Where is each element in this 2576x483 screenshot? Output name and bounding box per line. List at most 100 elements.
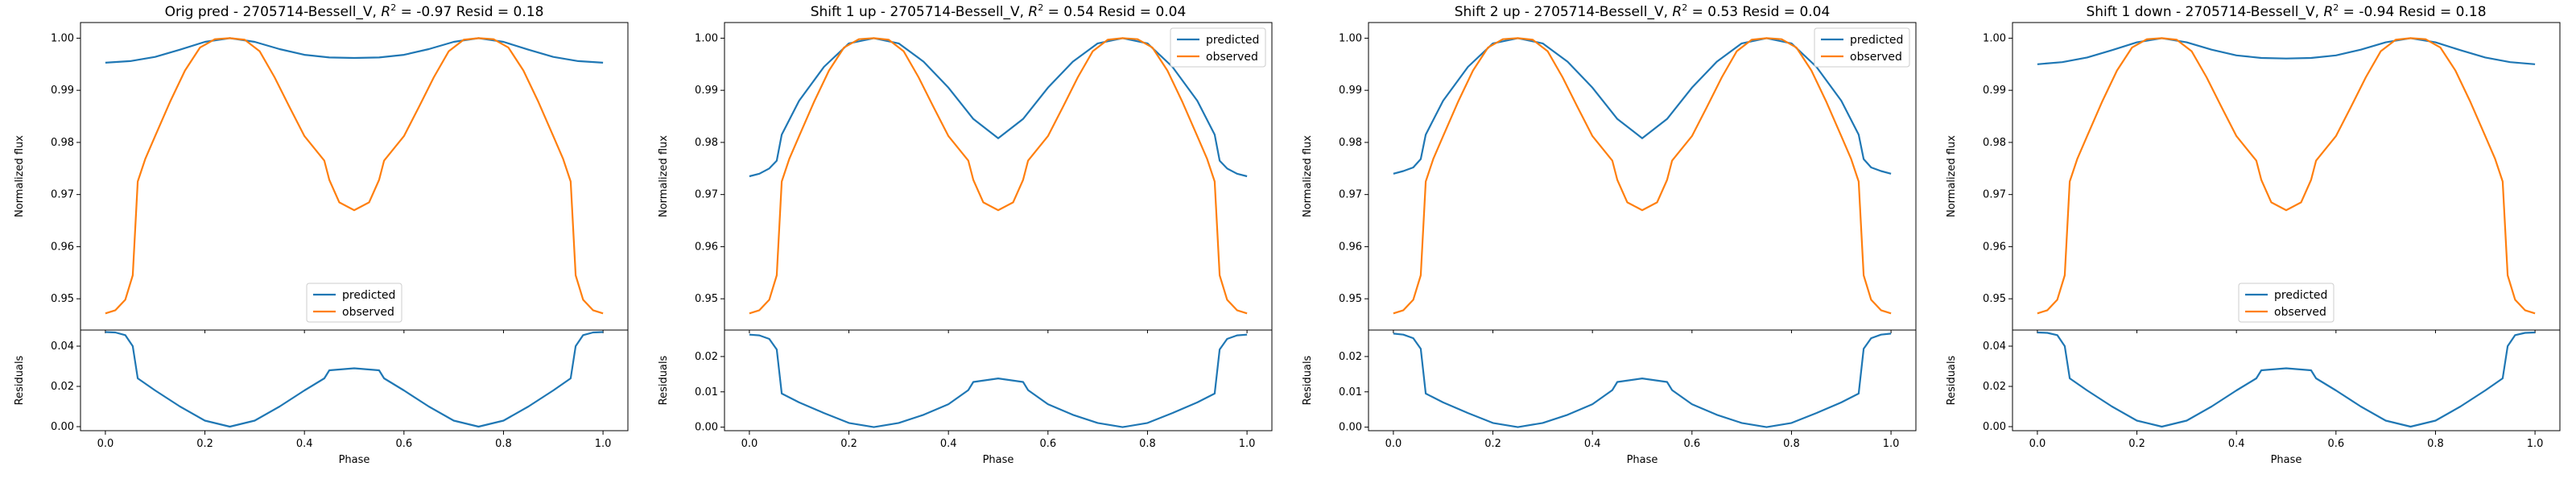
- y-tick-label: 0.97: [1983, 189, 2006, 201]
- x-tick-label: 0.2: [196, 438, 213, 450]
- y-tick-label: 0.97: [695, 189, 718, 201]
- legend: predicted observed: [1170, 27, 1266, 68]
- legend: predicted observed: [306, 283, 402, 323]
- residual-y-tick-label: 0.04: [51, 341, 74, 353]
- x-tick-label: 0.6: [395, 438, 412, 450]
- y-axis-label: Normalized flux: [1946, 135, 1958, 217]
- chart-panel-2: Shift 1 up - 2705714-Bessell_V, R2 = 0.5…: [658, 2, 1273, 466]
- residual-axes-frame: [80, 329, 629, 431]
- residual-y-tick-label: 0.00: [695, 422, 718, 434]
- residual-y-tick-label: 0.00: [1339, 422, 1362, 434]
- y-tick-label: 0.96: [1339, 241, 1362, 253]
- residual-y-tick-label: 0.02: [51, 381, 74, 393]
- title-r-symbol: R: [2323, 4, 2333, 20]
- series-line-predicted: [1393, 37, 1892, 175]
- x-axis-label: Phase: [1627, 454, 1658, 466]
- y-tick-label: 0.98: [1983, 137, 2006, 149]
- chart-title: Shift 2 up - 2705714-Bessell_V, R2 = 0.5…: [1455, 2, 1831, 20]
- y-tick-label: 1.00: [1983, 32, 2006, 44]
- residual-y-tick-label: 0.04: [1983, 341, 2006, 353]
- residual-y-tick-label: 0.01: [1339, 386, 1362, 398]
- title-suffix: = 0.53 Resid = 0.04: [1687, 4, 1830, 20]
- legend-entry-observed: observed: [1206, 51, 1258, 64]
- residual-axes-frame: [2012, 329, 2561, 431]
- main-axes-frame: [1368, 22, 1917, 331]
- title-suffix: = -0.94 Resid = 0.18: [2339, 4, 2486, 20]
- y-tick-label: 0.99: [1983, 85, 2006, 97]
- x-tick-label: 1.0: [1883, 438, 1900, 450]
- y-axis-label: Normalized flux: [658, 135, 670, 217]
- chart-panel-1: Orig pred - 2705714-Bessell_V, R2 = -0.9…: [14, 2, 629, 466]
- title-r-exponent: 2: [1038, 2, 1043, 13]
- y-tick-label: 0.97: [51, 189, 74, 201]
- x-tick-label: 0.4: [940, 438, 957, 450]
- x-tick-label: 0.8: [495, 438, 512, 450]
- y-tick-label: 1.00: [695, 32, 718, 44]
- title-prefix: Orig pred - 2705714-Bessell_V,: [165, 4, 382, 20]
- title-suffix: = -0.97 Resid = 0.18: [396, 4, 543, 20]
- y-tick-label: 0.98: [1339, 137, 1362, 149]
- legend: predicted observed: [2238, 283, 2334, 323]
- residual-y-tick-label: 0.02: [1339, 351, 1362, 363]
- legend: predicted observed: [1814, 27, 1910, 68]
- x-tick-label: 0.6: [1039, 438, 1056, 450]
- x-tick-label: 0.0: [2029, 438, 2046, 450]
- legend-entry-predicted: predicted: [1850, 34, 1903, 47]
- x-tick-label: 0.4: [2228, 438, 2245, 450]
- y-tick-label: 0.96: [1983, 241, 2006, 253]
- legend-entry-observed: observed: [2274, 306, 2326, 319]
- x-tick-label: 0.8: [1783, 438, 1800, 450]
- chart-title: Shift 1 down - 2705714-Bessell_V, R2 = -…: [2086, 2, 2486, 20]
- x-tick-label: 0.8: [1139, 438, 1156, 450]
- y-tick-label: 1.00: [51, 32, 74, 44]
- y-tick-label: 0.97: [1339, 189, 1362, 201]
- residual-line: [2037, 331, 2536, 428]
- x-tick-label: 0.0: [741, 438, 758, 450]
- title-r-symbol: R: [1028, 4, 1038, 20]
- main-axes-frame: [724, 22, 1273, 331]
- x-tick-label: 0.4: [1584, 438, 1601, 450]
- series-line-predicted: [749, 37, 1248, 178]
- residual-axis-label: Residuals: [658, 355, 670, 405]
- title-r-exponent: 2: [1682, 2, 1687, 13]
- residual-line: [749, 333, 1248, 428]
- y-tick-label: 0.96: [695, 241, 718, 253]
- y-axis-label: Normalized flux: [14, 135, 26, 217]
- title-r-symbol: R: [381, 4, 390, 20]
- x-tick-label: 0.6: [2327, 438, 2344, 450]
- y-tick-label: 0.99: [695, 85, 718, 97]
- y-tick-label: 0.98: [51, 137, 74, 149]
- residual-y-tick-label: 0.00: [51, 421, 74, 433]
- chart-title: Orig pred - 2705714-Bessell_V, R2 = -0.9…: [165, 2, 544, 20]
- y-tick-label: 1.00: [1339, 32, 1362, 44]
- residual-axes-frame: [724, 329, 1273, 431]
- title-prefix: Shift 1 down - 2705714-Bessell_V,: [2086, 4, 2323, 20]
- residual-axis-label: Residuals: [1946, 355, 1958, 405]
- y-tick-label: 0.95: [695, 293, 718, 305]
- residual-y-tick-label: 0.01: [695, 386, 718, 398]
- legend-entry-predicted: predicted: [2274, 289, 2327, 302]
- x-axis-label: Phase: [339, 454, 370, 466]
- title-r-exponent: 2: [390, 2, 396, 13]
- x-tick-label: 1.0: [2527, 438, 2544, 450]
- y-tick-label: 0.98: [695, 137, 718, 149]
- title-r-exponent: 2: [2333, 2, 2339, 13]
- y-tick-label: 0.99: [51, 85, 74, 97]
- x-tick-label: 0.6: [1683, 438, 1700, 450]
- x-tick-label: 0.8: [2427, 438, 2444, 450]
- series-line-observed: [749, 37, 1248, 315]
- x-tick-label: 1.0: [1239, 438, 1256, 450]
- x-axis-label: Phase: [2271, 454, 2302, 466]
- y-tick-label: 0.99: [1339, 85, 1362, 97]
- legend-entry-observed: observed: [1850, 51, 1902, 64]
- title-prefix: Shift 2 up - 2705714-Bessell_V,: [1455, 4, 1673, 20]
- legend-entry-predicted: predicted: [1206, 34, 1259, 47]
- residual-axes-frame: [1368, 329, 1917, 431]
- chart-title: Shift 1 up - 2705714-Bessell_V, R2 = 0.5…: [811, 2, 1187, 20]
- series-line-observed: [1393, 37, 1892, 315]
- x-tick-label: 0.4: [296, 438, 313, 450]
- series-line-observed: [2037, 37, 2536, 315]
- title-r-symbol: R: [1672, 4, 1682, 20]
- y-tick-label: 0.95: [1339, 293, 1362, 305]
- y-tick-label: 0.96: [51, 241, 74, 253]
